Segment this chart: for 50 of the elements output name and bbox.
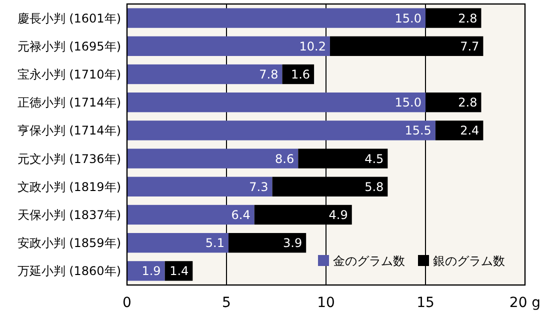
- bar: [164, 261, 193, 281]
- bar: [127, 148, 298, 168]
- legend-label: 金のグラム数: [333, 254, 405, 268]
- bar: [127, 176, 272, 196]
- bar: [127, 8, 426, 28]
- bar: [127, 233, 228, 253]
- bar: [127, 36, 330, 56]
- y-tick-label: 元禄小判 (1695年): [17, 39, 121, 54]
- data-label: 6.4: [231, 208, 250, 222]
- bar: [127, 64, 282, 84]
- x-tick-label: 5: [222, 295, 231, 311]
- y-tick-label: 正徳小判 (1714年): [17, 96, 121, 110]
- y-tick-label: 亨保小判 (1714年): [17, 124, 121, 138]
- y-tick-label: 天保小判 (1837年): [17, 208, 121, 222]
- data-label: 4.5: [364, 152, 384, 166]
- bar: [127, 92, 426, 112]
- x-tick-label: 0: [122, 295, 132, 311]
- data-label: 15.0: [394, 96, 422, 110]
- y-tick-label: 万延小判 (1860年): [17, 264, 121, 278]
- data-label: 2.4: [460, 124, 480, 138]
- data-label: 1.4: [170, 264, 189, 278]
- data-label: 10.2: [299, 39, 326, 54]
- data-label: 2.8: [458, 96, 478, 110]
- data-label: 7.7: [460, 39, 480, 54]
- y-tick-label: 安政小判 (1859年): [17, 236, 121, 250]
- bar: [435, 120, 484, 140]
- data-label: 3.9: [283, 236, 302, 250]
- bar: [127, 120, 436, 140]
- bar: [127, 204, 254, 225]
- y-tick-label: 文政小判 (1819年): [17, 180, 121, 194]
- data-label: 4.9: [328, 208, 348, 222]
- x-tick-label: 20 g: [509, 295, 541, 311]
- data-label: 5.1: [205, 236, 224, 250]
- y-tick-label: 宝永小判 (1710年): [17, 67, 121, 82]
- data-label: 7.8: [259, 67, 278, 82]
- x-tick-label: 10: [317, 295, 335, 311]
- data-label: 1.9: [142, 264, 161, 278]
- bar: [228, 233, 306, 253]
- y-tick-label: 慶長小判 (1601年): [17, 11, 121, 26]
- legend-label: 銀のグラム数: [433, 254, 505, 268]
- data-label: 7.3: [249, 180, 268, 194]
- data-label: 15.5: [404, 124, 432, 138]
- data-label: 1.6: [290, 67, 310, 82]
- x-tick-label: 15: [416, 295, 434, 311]
- y-tick-label: 元文小判 (1736年): [17, 152, 121, 166]
- data-label: 15.0: [394, 11, 422, 26]
- bar: [127, 261, 165, 281]
- data-label: 5.8: [364, 180, 384, 194]
- data-label: 2.8: [458, 11, 478, 26]
- data-label: 8.6: [275, 152, 294, 166]
